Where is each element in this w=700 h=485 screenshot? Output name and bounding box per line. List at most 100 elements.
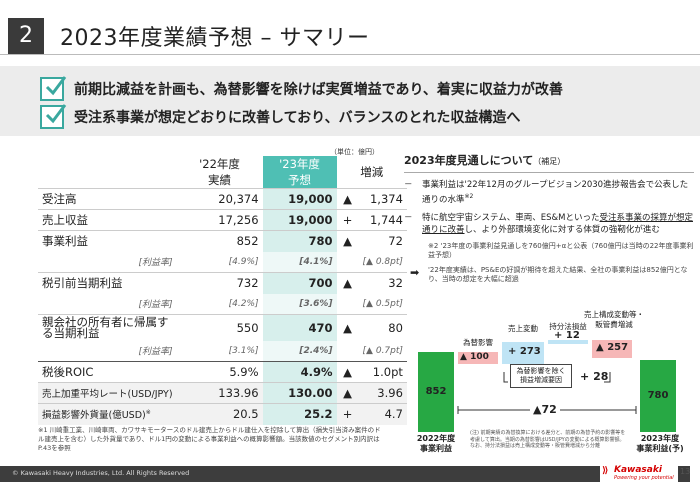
excl-fx-value: + 28 bbox=[580, 370, 609, 383]
table-row: 税後ROIC 5.9% 4.9% ▲ 1.0pt bbox=[38, 361, 407, 383]
cell-v23: 19,000 bbox=[262, 188, 337, 210]
cell-v23: 4.9% bbox=[262, 361, 337, 383]
outlook-item-2: 特に航空宇宙システム、車両、ES&Mといった受注系事業の採算が想定通りに改善し、… bbox=[404, 212, 694, 236]
outlook-panel: 2023年度見通しについて（補足） 事業利益は'22年12月のグループビジョン2… bbox=[404, 152, 694, 284]
cell-label: 事業利益 bbox=[38, 230, 177, 252]
mix-step-bar bbox=[592, 340, 632, 358]
waterfall-chart: 852 2022年度 事業利益 為替影響 ▲ 100 売上変動 + 273 持分法… bbox=[404, 292, 694, 467]
cell-v22: 17,256 bbox=[176, 209, 263, 231]
header: 2 2023年度業績予想 – サマリー bbox=[0, 8, 700, 54]
table-row: 損益影響外貨量(億USD)※ 20.5 25.2 +4.7 bbox=[38, 403, 407, 425]
cell-chg: [▲ 0.5pt] bbox=[362, 298, 403, 309]
cell-label: 売上加重平均レート(USD/JPY) bbox=[38, 382, 177, 404]
col-22-header: '22年度 実績 bbox=[199, 157, 240, 187]
table-row: 親会社の所有者に帰属する当期利益 550 470 ▲ 80 bbox=[38, 314, 407, 341]
cell-label: 税引前当期利益 bbox=[38, 272, 177, 294]
page-title: 2023年度業績予想 – サマリー bbox=[60, 26, 370, 51]
cell-chg: 80 bbox=[358, 314, 407, 341]
table-header: '22年度 実績 '23年度 予想 増減 bbox=[38, 156, 407, 189]
outlook-title: 2023年度見通しについて（補足） bbox=[404, 154, 566, 167]
cell-chg: 1.0pt bbox=[358, 361, 407, 383]
equity-step-bar bbox=[548, 340, 588, 344]
cell-chg: 4.7 bbox=[358, 403, 407, 425]
cell-sign: ▲ bbox=[336, 272, 359, 294]
arrow-right-icon: ➡ bbox=[410, 265, 420, 279]
fx-step-value: ▲ 100 bbox=[460, 352, 489, 362]
cell-v22: 20.5 bbox=[176, 403, 263, 425]
cell-v22: 732 bbox=[176, 272, 263, 294]
outlook-item-1: 事業利益は'22年12月のグループビジョン2030進捗報告会で公表した通りの水準… bbox=[404, 179, 694, 206]
equity-step-label: 持分法損益 bbox=[549, 322, 587, 331]
table-row: 売上収益 17,256 19,000 +1,744 bbox=[38, 209, 407, 231]
col-23-header: '23年度 予想 bbox=[262, 156, 337, 189]
total-change-value: ▲72 bbox=[530, 403, 560, 416]
outlook-note: ※2 '23年度の事業利益見通しを760億円+αと公表（760億円は当時の22年… bbox=[428, 241, 694, 259]
check-icon bbox=[40, 104, 67, 129]
cell-sign: ▲ bbox=[336, 382, 359, 404]
end-label: 2023年度 事業利益(予) bbox=[636, 434, 684, 453]
excl-fx-box: 為替影響を除く 損益増減要因 bbox=[510, 364, 572, 388]
page-number: 13 bbox=[680, 467, 691, 476]
cell-v23: 470 bbox=[262, 314, 337, 341]
footnote-mark: ※ bbox=[145, 409, 151, 417]
banner-line-1: 前期比減益を計画も、為替影響を除けば実質増益であり、着実に収益力が改善 bbox=[40, 76, 563, 102]
sales-step-bar bbox=[502, 342, 544, 364]
cell-chg: [▲ 0.8pt] bbox=[362, 256, 403, 267]
unit-label: （単位：億円） bbox=[330, 148, 379, 156]
table-row: [利益率] [4.9%] [4.1%] [▲ 0.8pt] bbox=[38, 251, 407, 273]
cell-chg: 1,374 bbox=[358, 188, 407, 210]
mix-step-label: 売上構成変動等・販管費増減 bbox=[584, 310, 644, 329]
waterfall-note: (注) 前期実績の為替換算における差分と、前期の為替予約の影響等を考慮して算出。… bbox=[470, 430, 626, 449]
cell-v23: [2.4%] bbox=[262, 340, 337, 362]
cell-sign: ▲ bbox=[336, 188, 359, 210]
cell-chg: [▲ 0.7pt] bbox=[362, 345, 403, 356]
mix-step-value: ▲ 257 bbox=[596, 342, 629, 353]
cell-sign bbox=[337, 341, 359, 362]
cell-sign: ▲ bbox=[336, 230, 359, 252]
cell-v22: 133.96 bbox=[176, 382, 263, 404]
cell-label: [利益率] bbox=[138, 258, 173, 269]
section-number: 2 bbox=[8, 18, 44, 54]
summary-banner: 前期比減益を計画も、為替影響を除けば実質増益であり、着実に収益力が改善 受注系事… bbox=[0, 66, 700, 136]
equity-step-value: + 12 bbox=[554, 330, 580, 341]
table-row: [利益率] [4.2%] [3.6%] [▲ 0.5pt] bbox=[38, 293, 407, 315]
sales-step-label: 売上変動 bbox=[508, 324, 538, 333]
table-row: 事業利益 852 780 ▲ 72 bbox=[38, 230, 407, 252]
cell-v22: 852 bbox=[176, 230, 263, 252]
start-label: 2022年度 事業利益 bbox=[416, 434, 456, 453]
cell-v23: [4.1%] bbox=[262, 251, 337, 273]
cell-chg: 72 bbox=[358, 230, 407, 252]
cell-v23: 130.00 bbox=[262, 382, 337, 404]
cell-label: 受注高 bbox=[38, 188, 177, 210]
cell-v23: 19,000 bbox=[262, 209, 337, 231]
cell-v23: 780 bbox=[262, 230, 337, 252]
cell-sign bbox=[337, 294, 359, 315]
cell-chg: 32 bbox=[358, 272, 407, 294]
footer: © Kawasaki Heavy Industries, Ltd. All Ri… bbox=[0, 462, 700, 485]
title-rule bbox=[0, 54, 700, 55]
fx-step-label: 為替影響 bbox=[463, 338, 493, 347]
table-row: 税引前当期利益 732 700 ▲ 32 bbox=[38, 272, 407, 294]
cell-sign: + bbox=[336, 403, 359, 425]
sales-step-value: + 273 bbox=[508, 346, 541, 357]
table-row: [利益率] [3.1%] [2.4%] [▲ 0.7pt] bbox=[38, 340, 407, 362]
cell-label: 親会社の所有者に帰属する当期利益 bbox=[38, 314, 177, 341]
cell-sign: ▲ bbox=[336, 361, 359, 383]
end-bar: 780 bbox=[640, 360, 676, 432]
cell-v22: [4.9%] bbox=[228, 256, 259, 267]
cell-chg: 3.96 bbox=[358, 382, 407, 404]
cell-sign bbox=[337, 252, 359, 273]
outlook-arrow-note: ➡ '22年度実績は、PS&Eの好調が期待を超えた結果、全社の事業利益は852億… bbox=[410, 265, 688, 283]
cell-v22: 20,374 bbox=[176, 188, 263, 210]
fx-step-bar bbox=[458, 352, 498, 364]
divider bbox=[404, 172, 694, 173]
kawasaki-logo: ⟫ Kawasaki Powering your potential bbox=[600, 464, 678, 484]
check-icon bbox=[40, 76, 67, 101]
logo-mark-icon: ⟫ bbox=[602, 466, 609, 476]
banner-line-2: 受注系事業が想定どおりに改善しており、バランスのとれた収益構造へ bbox=[40, 104, 520, 130]
cell-v23: 700 bbox=[262, 272, 337, 294]
forecast-table: '22年度 実績 '23年度 予想 増減 受注高 20,374 19,000 ▲ 1,374… bbox=[38, 156, 407, 425]
copyright: © Kawasaki Heavy Industries, Ltd. All Ri… bbox=[12, 469, 190, 477]
cell-v22: [3.1%] bbox=[228, 345, 259, 356]
change-header: 増減 bbox=[360, 165, 384, 179]
